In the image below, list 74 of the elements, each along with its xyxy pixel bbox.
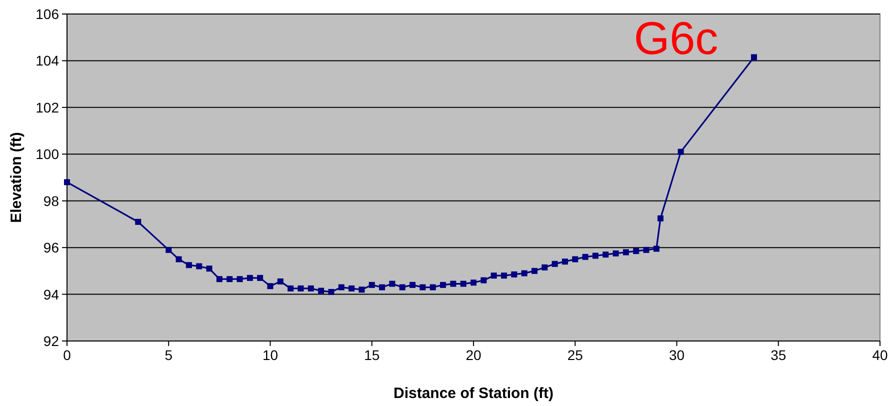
point — [633, 248, 640, 254]
point — [236, 276, 243, 282]
x-tick-label: 15 — [364, 347, 380, 363]
point — [64, 179, 70, 186]
chart-title: G6c — [634, 12, 718, 64]
x-tick-label: 35 — [770, 347, 786, 363]
point — [368, 282, 375, 288]
point — [216, 276, 222, 282]
point — [298, 285, 304, 292]
x-axis-title: Distance of Station (ft) — [394, 385, 554, 402]
point — [602, 252, 609, 258]
point — [612, 250, 619, 256]
y-tick-label: 102 — [36, 99, 60, 116]
point — [450, 280, 456, 287]
point — [348, 285, 355, 292]
point — [500, 272, 507, 279]
point — [379, 284, 386, 290]
point — [420, 284, 426, 290]
point — [470, 280, 476, 286]
y-tick-label: 92 — [43, 333, 60, 349]
x-tick-label: 5 — [164, 347, 173, 363]
x-tick-label: 10 — [262, 347, 278, 363]
y-tick-label: 98 — [43, 192, 60, 209]
point — [678, 148, 684, 155]
y-tick-label: 104 — [36, 52, 60, 69]
point — [135, 218, 142, 225]
x-tick-label: 0 — [63, 347, 72, 363]
point — [490, 272, 497, 279]
point — [288, 285, 294, 292]
point — [531, 268, 538, 274]
point — [657, 215, 664, 222]
point — [653, 246, 660, 252]
y-tick-label: 96 — [43, 240, 60, 256]
point — [430, 284, 436, 290]
point — [176, 256, 182, 262]
point — [277, 278, 284, 284]
x-tick-label: 40 — [872, 347, 888, 363]
point — [246, 274, 253, 281]
point — [226, 276, 233, 282]
x-tick-label: 20 — [466, 347, 482, 363]
y-tick-label: 106 — [36, 6, 60, 22]
point — [622, 249, 629, 256]
point — [257, 274, 264, 281]
y-tick-label: 94 — [43, 286, 60, 302]
y-axis-title: Elevation (ft) — [8, 132, 25, 223]
point — [643, 246, 650, 253]
point — [399, 284, 406, 290]
point — [521, 270, 528, 276]
point — [511, 271, 518, 278]
point — [358, 286, 365, 293]
point — [338, 284, 344, 290]
point — [186, 262, 192, 268]
point — [750, 54, 757, 60]
point — [440, 282, 446, 288]
point — [480, 277, 487, 284]
point — [542, 264, 548, 270]
point — [206, 266, 212, 272]
point — [582, 254, 588, 260]
point — [318, 288, 324, 294]
point — [308, 285, 314, 292]
point — [572, 256, 578, 262]
x-tick-label: 25 — [567, 347, 584, 363]
point — [166, 246, 172, 253]
point — [562, 258, 568, 265]
point — [552, 260, 558, 267]
point — [410, 282, 416, 288]
point — [460, 280, 466, 287]
x-tick-label: 30 — [668, 347, 685, 363]
y-tick-label: 100 — [36, 146, 60, 162]
point — [328, 288, 334, 295]
point — [389, 280, 396, 287]
point — [592, 252, 598, 259]
point — [267, 283, 274, 290]
point — [196, 263, 202, 270]
